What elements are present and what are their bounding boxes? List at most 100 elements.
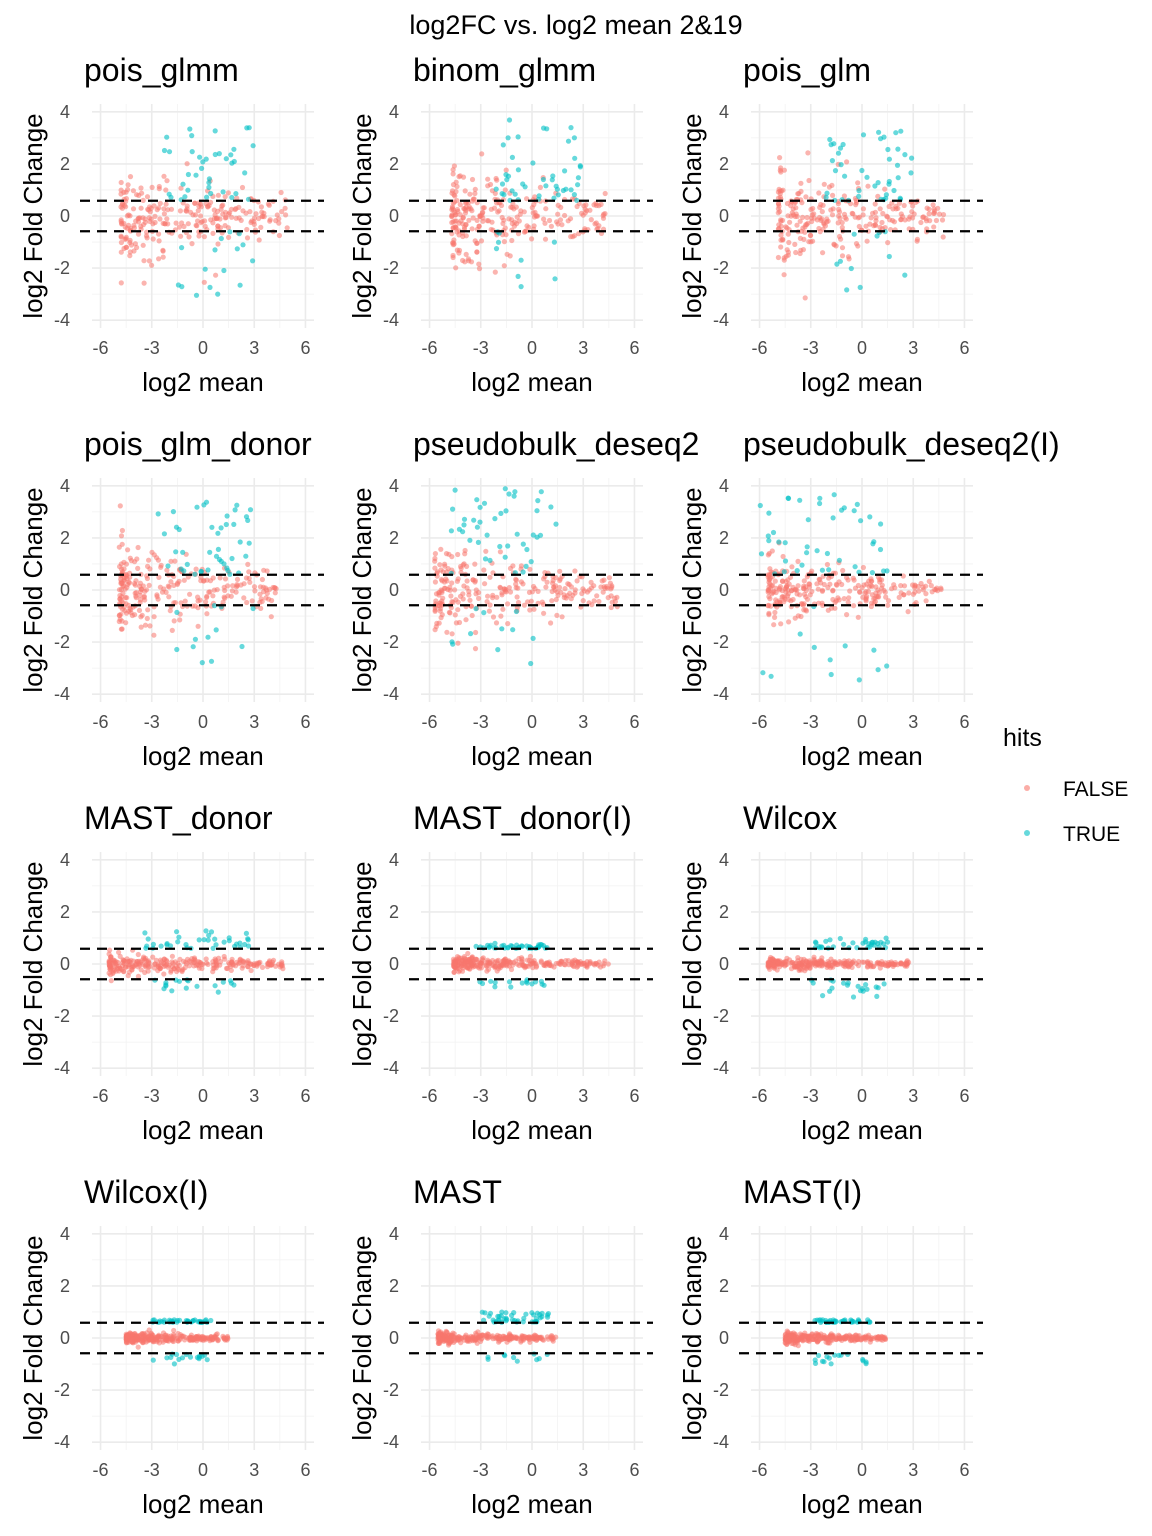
point-false — [879, 219, 885, 226]
point-false — [206, 202, 212, 209]
point-false — [882, 1336, 888, 1342]
point-false — [119, 541, 125, 547]
point-false — [868, 215, 874, 221]
point-false — [455, 640, 461, 646]
point-false — [463, 251, 469, 257]
point-false — [592, 221, 598, 227]
point-true — [233, 191, 239, 197]
x-tick-label: -6 — [93, 338, 109, 358]
point-false — [895, 962, 901, 968]
point-false — [119, 967, 125, 973]
point-true — [231, 146, 237, 152]
point-true — [474, 497, 480, 503]
point-false — [535, 588, 541, 595]
point-false — [548, 223, 555, 229]
point-false — [116, 587, 123, 593]
point-false — [215, 223, 221, 229]
point-false — [466, 206, 472, 212]
y-tick-label: -2 — [54, 632, 70, 652]
point-false — [905, 609, 911, 615]
point-true — [250, 258, 256, 264]
y-tick-label: 0 — [389, 954, 399, 974]
point-false — [226, 234, 232, 240]
point-false — [118, 179, 124, 186]
point-true — [221, 267, 227, 274]
point-false — [828, 207, 834, 213]
point-false — [473, 629, 479, 636]
point-false — [567, 216, 574, 222]
point-false — [767, 581, 773, 587]
point-false — [497, 549, 503, 555]
point-true — [207, 284, 213, 290]
point-false — [795, 613, 801, 619]
point-false — [154, 555, 160, 561]
point-false — [587, 961, 593, 967]
point-false — [877, 961, 883, 967]
point-false — [244, 226, 250, 233]
x-tick-label: -6 — [752, 1086, 768, 1106]
point-false — [840, 567, 846, 574]
point-false — [175, 967, 182, 973]
x-tick-label: 6 — [300, 338, 310, 358]
point-true — [492, 940, 498, 946]
point-false — [565, 581, 571, 587]
point-true — [477, 979, 483, 985]
point-false — [779, 217, 786, 223]
point-false — [164, 567, 170, 573]
point-true — [243, 553, 249, 559]
point-false — [548, 620, 554, 626]
point-true — [811, 644, 817, 651]
point-true — [884, 568, 890, 574]
point-false — [800, 214, 806, 220]
point-false — [249, 598, 255, 604]
point-false — [215, 241, 221, 247]
x-tick-label: 0 — [198, 1460, 208, 1480]
point-true — [514, 1358, 520, 1364]
point-false — [139, 1339, 145, 1345]
point-false — [113, 968, 119, 974]
point-false — [794, 222, 800, 228]
x-tick-label: 6 — [629, 1460, 639, 1480]
point-false — [466, 217, 472, 223]
point-false — [130, 188, 136, 194]
point-false — [830, 587, 836, 593]
point-true — [505, 543, 511, 549]
point-false — [487, 574, 493, 580]
point-false — [161, 971, 167, 977]
point-true — [834, 261, 840, 267]
point-false — [807, 233, 814, 239]
series-true — [808, 935, 891, 1000]
point-false — [117, 503, 123, 509]
panel-title: pois_glmm — [84, 52, 239, 88]
point-false — [911, 211, 917, 217]
point-false — [815, 586, 821, 592]
point-false — [572, 568, 578, 574]
point-false — [166, 594, 172, 600]
point-true — [201, 937, 207, 943]
point-false — [433, 598, 439, 604]
point-false — [857, 589, 863, 595]
point-false — [480, 218, 486, 224]
point-false — [448, 593, 454, 599]
point-false — [137, 597, 144, 603]
x-tick-label: 0 — [198, 338, 208, 358]
point-true — [477, 504, 483, 510]
point-false — [478, 238, 485, 244]
x-tick-label: 6 — [300, 1086, 310, 1106]
point-false — [826, 962, 832, 968]
point-true — [215, 291, 221, 297]
point-true — [210, 945, 216, 951]
series-false — [449, 151, 608, 275]
point-false — [146, 582, 152, 589]
point-false — [452, 612, 458, 618]
point-false — [790, 1341, 797, 1347]
point-false — [457, 202, 463, 208]
point-false — [118, 239, 124, 246]
point-true — [881, 981, 887, 987]
point-false — [225, 593, 231, 599]
point-false — [467, 597, 473, 603]
series-true — [155, 499, 256, 666]
point-false — [570, 592, 576, 598]
point-false — [208, 1335, 214, 1341]
point-false — [161, 206, 167, 212]
